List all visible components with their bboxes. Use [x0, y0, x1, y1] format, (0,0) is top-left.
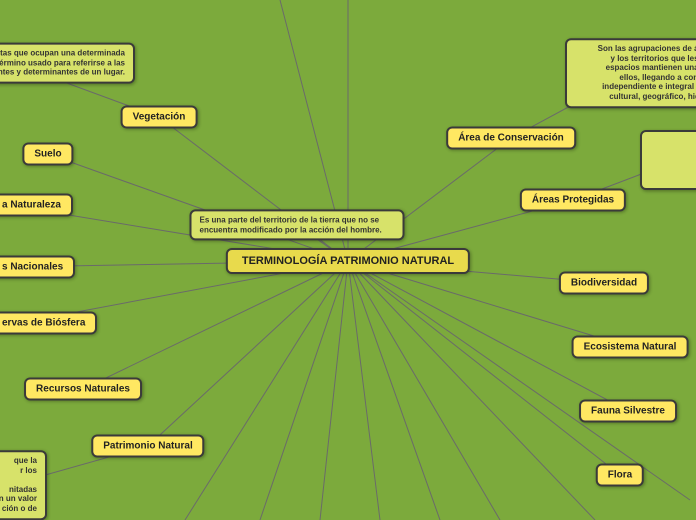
concept-node[interactable]: s Nacionales [0, 256, 75, 279]
description-box: Son las agrupaciones de áreas y los terr… [565, 38, 696, 108]
concept-node[interactable]: Fauna Silvestre [579, 400, 677, 423]
concept-node[interactable]: a Naturaleza [0, 194, 73, 217]
concept-node[interactable]: Área de Conservación [446, 127, 576, 150]
description-box: de plantas que ocupan una determinada gi… [0, 43, 135, 84]
concept-node[interactable]: Patrimonio Natural [91, 435, 204, 458]
concept-node[interactable]: Biodiversidad [559, 272, 649, 295]
description-box: Son esp recono legal conse naturale [640, 130, 696, 190]
concept-node[interactable]: Flora [596, 464, 644, 487]
concept-node[interactable]: Áreas Protegidas [520, 189, 626, 212]
center-node[interactable]: TERMINOLOGÍA PATRIMONIO NATURAL [226, 248, 470, 274]
concept-node[interactable]: ervas de Biósfera [0, 312, 97, 335]
description-box: que la r los nitadas n un valor ción o d… [0, 450, 47, 520]
description-box: Es una parte del territorio de la tierra… [190, 209, 405, 240]
concept-node[interactable]: Vegetación [121, 106, 198, 129]
concept-node[interactable]: Suelo [22, 143, 73, 166]
concept-node[interactable]: Ecosistema Natural [572, 336, 689, 359]
concept-node[interactable]: Recursos Naturales [24, 378, 142, 401]
